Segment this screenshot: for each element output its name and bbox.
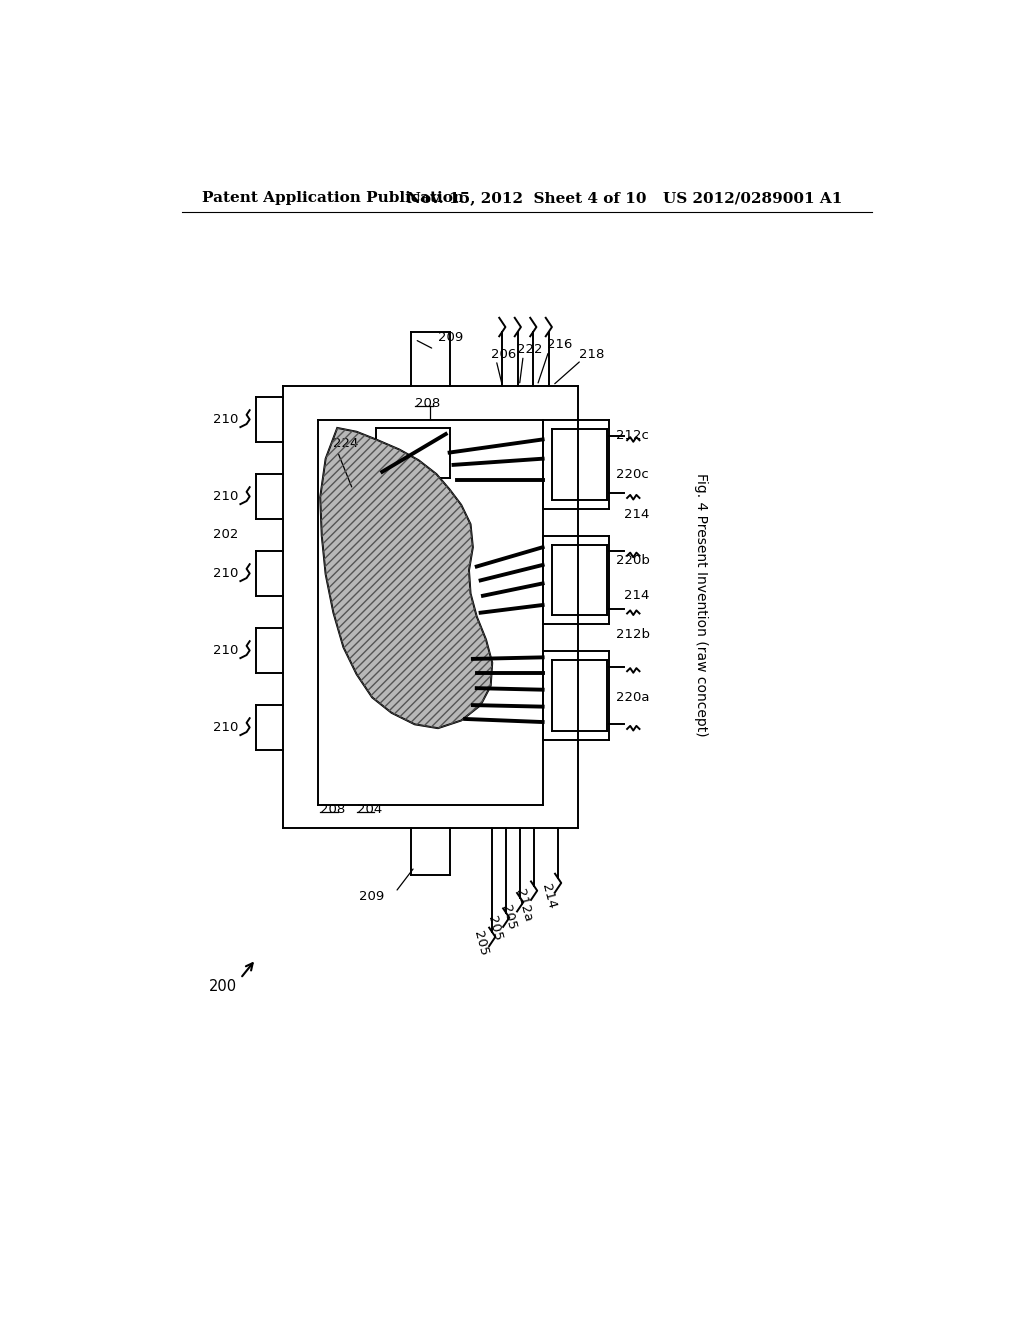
Text: 210: 210 (213, 721, 239, 734)
Text: 208: 208 (415, 397, 440, 409)
Text: 212b: 212b (616, 628, 650, 640)
Text: 205: 205 (499, 903, 518, 931)
Text: 209: 209 (438, 330, 463, 343)
Text: 224: 224 (334, 437, 358, 450)
Text: 220b: 220b (616, 554, 650, 566)
Text: Fig. 4 Present Invention (raw concept): Fig. 4 Present Invention (raw concept) (693, 473, 708, 737)
Text: 210: 210 (213, 566, 239, 579)
Text: 216: 216 (547, 338, 571, 351)
Text: 212c: 212c (616, 429, 649, 442)
Text: 210: 210 (213, 413, 239, 426)
Text: 210: 210 (213, 490, 239, 503)
Text: 214: 214 (624, 508, 649, 520)
Text: 222: 222 (517, 343, 543, 356)
Text: 214: 214 (624, 589, 649, 602)
Text: 205: 205 (485, 915, 504, 942)
Text: 200: 200 (208, 978, 237, 994)
Text: US 2012/0289001 A1: US 2012/0289001 A1 (663, 191, 842, 206)
Text: Nov. 15, 2012  Sheet 4 of 10: Nov. 15, 2012 Sheet 4 of 10 (407, 191, 646, 206)
Text: 208: 208 (321, 803, 345, 816)
Text: 206: 206 (490, 348, 516, 362)
Polygon shape (321, 428, 493, 729)
Text: 204: 204 (356, 803, 382, 816)
Text: 209: 209 (358, 890, 384, 903)
Text: 220a: 220a (616, 690, 650, 704)
Text: 220c: 220c (616, 467, 649, 480)
Text: 210: 210 (213, 644, 239, 657)
Text: 212a: 212a (513, 887, 534, 923)
Text: 214: 214 (540, 882, 558, 909)
Text: 202: 202 (213, 528, 239, 541)
Text: Patent Application Publication: Patent Application Publication (202, 191, 464, 206)
Text: 218: 218 (579, 348, 604, 362)
Text: 205: 205 (471, 929, 490, 958)
